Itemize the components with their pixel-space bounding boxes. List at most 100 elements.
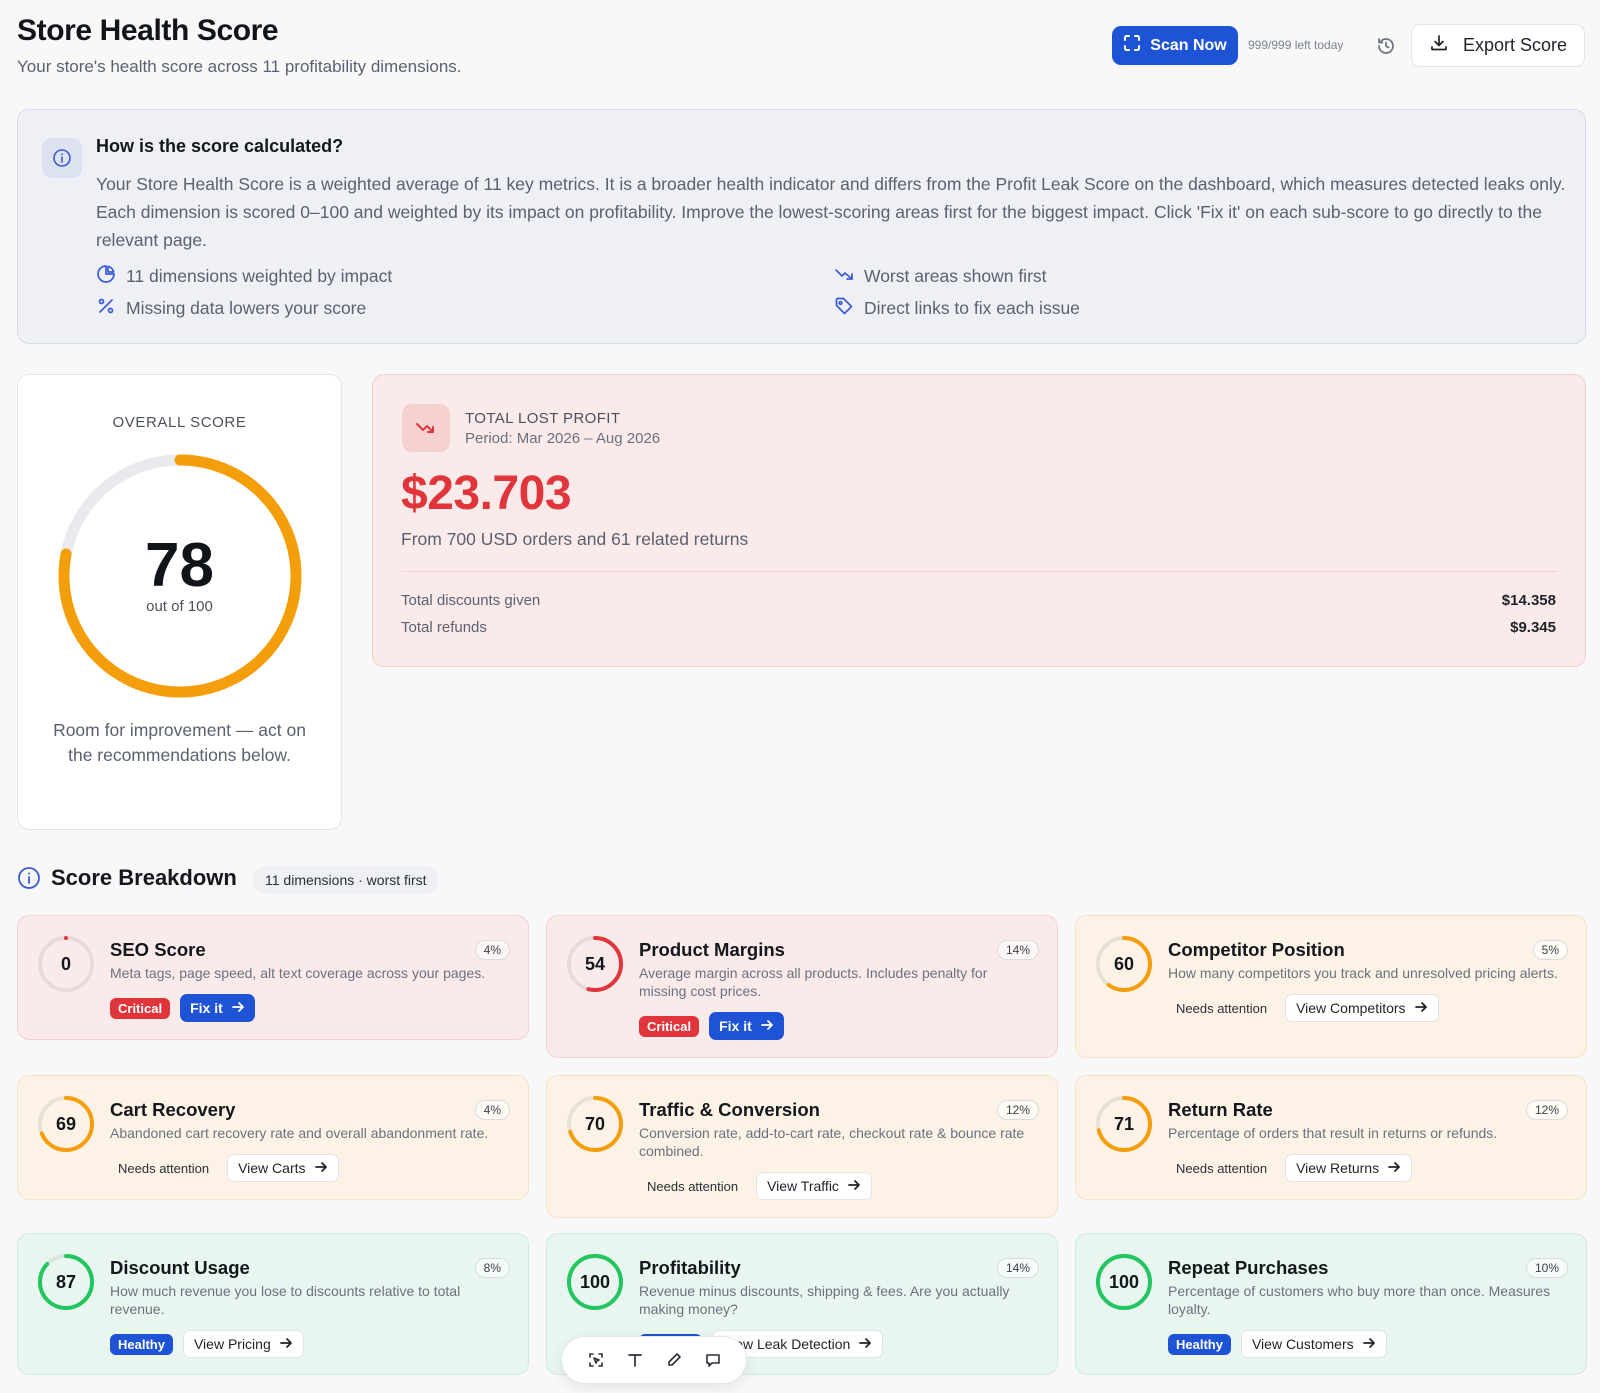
score-card-title: Cart Recovery — [110, 1099, 236, 1120]
scan-now-label: Scan Now — [1150, 36, 1227, 54]
percent-icon — [96, 296, 116, 321]
score-value: 70 — [584, 1113, 606, 1134]
info-body: Your Store Health Score is a weighted av… — [96, 174, 1566, 250]
action-label: View Returns — [1296, 1160, 1380, 1176]
scans-left-text: 999/999 left today — [1248, 38, 1344, 52]
score-card-return-rate: 71 Return Rate 12% Percentage of orders … — [1075, 1075, 1587, 1200]
history-icon[interactable] — [1374, 34, 1398, 58]
score-ring: 0 — [36, 934, 96, 994]
score-card-description: Abandoned cart recovery rate and overall… — [110, 1125, 489, 1141]
tag-icon — [834, 296, 854, 321]
trending-down-icon — [834, 264, 854, 289]
overall-score-label: OVERALL SCORE — [112, 414, 247, 431]
weight-badge: 14% — [996, 1258, 1039, 1278]
pen-icon[interactable] — [661, 1347, 687, 1373]
lost-profit-amount: $23.703 — [401, 467, 572, 520]
arrow-right-icon — [858, 1336, 872, 1353]
action-label: Fix it — [190, 1000, 223, 1016]
score-card-actions: Critical Fix it — [110, 994, 255, 1022]
status-badge: Healthy — [110, 1333, 173, 1355]
score-card-traffic-conversion: 70 Traffic & Conversion 12% Conversion r… — [546, 1075, 1058, 1218]
lost-profit-period: Period: Mar 2026 – Aug 2026 — [465, 430, 661, 447]
view-button[interactable]: View Competitors — [1285, 994, 1439, 1022]
view-button[interactable]: View Customers — [1240, 1330, 1387, 1358]
score-card-actions: Needs attention View Carts — [110, 1154, 339, 1182]
view-button[interactable]: View Returns — [1285, 1154, 1413, 1182]
score-card-actions: Healthy View Customers — [1168, 1330, 1387, 1358]
score-card-description: Meta tags, page speed, alt text coverage… — [110, 965, 486, 981]
fix-it-button[interactable]: Fix it — [180, 994, 255, 1022]
ring-progress — [58, 454, 302, 698]
info-icon — [42, 138, 82, 178]
lost-profit-card — [372, 374, 1586, 667]
score-card-product-margins: 54 Product Margins 14% Average margin ac… — [546, 915, 1058, 1058]
action-label: View Carts — [238, 1160, 306, 1176]
feature-worst-first: Worst areas shown first — [834, 264, 1047, 289]
action-label: View Competitors — [1296, 1000, 1406, 1016]
select-icon[interactable] — [583, 1347, 609, 1373]
arrow-right-icon — [760, 1018, 774, 1035]
text-tool-icon[interactable] — [622, 1347, 648, 1373]
score-card-seo-score: 0 SEO Score 4% Meta tags, page speed, al… — [17, 915, 529, 1040]
score-card-title: Competitor Position — [1168, 939, 1345, 960]
score-ring: 54 — [565, 934, 625, 994]
action-label: View Traffic — [767, 1178, 839, 1194]
arrow-right-icon — [231, 1000, 245, 1017]
action-label: Fix it — [719, 1018, 752, 1034]
weight-badge: 4% — [474, 1100, 510, 1120]
scan-now-button[interactable]: Scan Now — [1112, 26, 1238, 65]
score-ring: 60 — [1094, 934, 1154, 994]
score-card-description: Percentage of customers who buy more tha… — [1168, 1283, 1551, 1317]
page-title: Store Health Score — [17, 14, 279, 47]
view-button[interactable]: View Pricing — [182, 1330, 304, 1358]
fix-it-button[interactable]: Fix it — [709, 1012, 784, 1040]
ring-progress — [1096, 1254, 1152, 1310]
ring-progress — [567, 1096, 623, 1152]
score-card-actions: Needs attention View Returns — [1168, 1154, 1413, 1182]
score-card-actions: Needs attention View Competitors — [1168, 994, 1439, 1022]
score-value: 60 — [1113, 953, 1135, 974]
comment-icon[interactable] — [700, 1347, 726, 1373]
trending-down-icon — [402, 404, 450, 452]
ring-progress — [1096, 936, 1152, 992]
feature-direct-links: Direct links to fix each issue — [834, 296, 1080, 321]
export-score-label: Export Score — [1462, 35, 1568, 55]
score-card-description: Percentage of orders that result in retu… — [1168, 1125, 1498, 1141]
score-card-title: Repeat Purchases — [1168, 1257, 1329, 1278]
score-card-title: Product Margins — [639, 939, 785, 960]
action-label: View Leak Detection — [722, 1336, 851, 1352]
arrow-right-icon — [847, 1178, 861, 1195]
score-value: 100 — [579, 1271, 611, 1292]
score-card-description: Revenue minus discounts, shipping & fees… — [639, 1283, 1010, 1317]
score-ring: 100 — [1094, 1252, 1154, 1312]
score-card-title: SEO Score — [110, 939, 206, 960]
overall-score-out-of: out of 100 — [146, 598, 213, 615]
lost-profit-label: TOTAL LOST PROFIT — [465, 410, 621, 427]
floating-toolbar — [561, 1336, 747, 1384]
score-card-description: Conversion rate, add-to-cart rate, check… — [639, 1125, 1025, 1159]
export-score-button[interactable]: Export Score — [1411, 24, 1585, 67]
pie-chart-icon — [96, 264, 116, 289]
info-icon — [17, 866, 41, 895]
score-ring: 70 — [565, 1094, 625, 1154]
ring-progress — [1096, 1096, 1152, 1152]
view-button[interactable]: View Carts — [227, 1154, 339, 1182]
score-ring: 87 — [36, 1252, 96, 1312]
status-badge: Needs attention — [1176, 1160, 1268, 1176]
score-card-actions: Critical Fix it — [639, 1012, 784, 1040]
ring-progress — [38, 1254, 94, 1310]
score-info-panel — [17, 109, 1586, 344]
ring-progress — [38, 1096, 94, 1152]
weight-badge: 14% — [996, 940, 1039, 960]
weight-badge: 5% — [1532, 940, 1568, 960]
score-breakdown-title: Score Breakdown — [51, 865, 237, 890]
view-button[interactable]: View Traffic — [756, 1172, 872, 1200]
score-card-description: How much revenue you lose to discounts r… — [110, 1283, 461, 1317]
score-card-cart-recovery: 69 Cart Recovery 4% Abandoned cart recov… — [17, 1075, 529, 1200]
score-card-repeat-purchases: 100 Repeat Purchases 10% Percentage of c… — [1075, 1233, 1587, 1375]
scan-icon — [1123, 34, 1141, 57]
action-label: View Customers — [1251, 1336, 1354, 1352]
score-card-title: Profitability — [639, 1257, 741, 1278]
feature-label: 11 dimensions weighted by impact — [126, 266, 393, 286]
arrow-right-icon — [1362, 1336, 1376, 1353]
